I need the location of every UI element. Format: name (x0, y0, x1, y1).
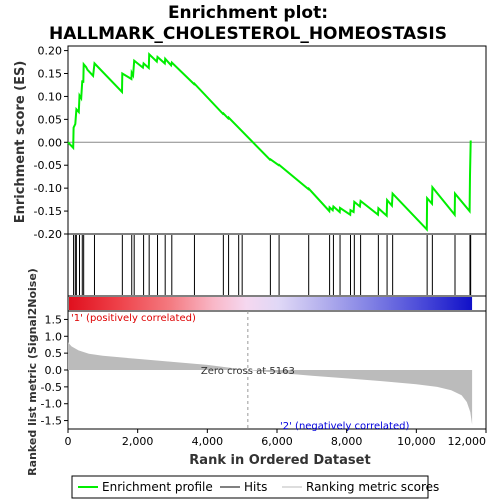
metric-xtick-label: 4,000 (192, 435, 224, 448)
legend-label-hits: Hits (244, 480, 267, 494)
metric-ytick-label: 1.5 (45, 313, 63, 326)
metric-ytick-label: -0.5 (41, 381, 62, 394)
es-ytick-label: -0.15 (34, 205, 62, 218)
legend-label-enrichment: Enrichment profile (102, 480, 213, 494)
legend-box (71, 475, 429, 499)
es-ytick-label: -0.20 (34, 228, 62, 241)
metric-panel: Zero cross at 5163 '1' (positively corre… (26, 268, 487, 476)
metric-xtick-label: 12,000 (448, 435, 487, 448)
es-ytick-label: 0.15 (38, 68, 63, 81)
metric-xtick-label: 8,000 (331, 435, 363, 448)
metric-ytick-label: -1.5 (41, 415, 62, 428)
es-ytick-label: 0.10 (38, 90, 63, 103)
metric-xtick-label: 2,000 (122, 435, 154, 448)
es-ytick-label: -0.05 (34, 159, 62, 172)
metric-ytick-label: -1.0 (41, 398, 62, 411)
es-ylabel: Enrichment score (ES) (13, 61, 28, 224)
hits-panel-frame (67, 233, 487, 297)
metric-ytick-label: 0.5 (45, 347, 63, 360)
es-panel: 0.20 0.15 0.10 0.05 0.00 -0.05 -0.10 -0.15 -0.20… (13, 45, 487, 241)
zero-cross-label: Zero cross at 5163 (201, 366, 295, 377)
enrichment-profile-line (67, 52, 472, 232)
es-ytick-label: 0.05 (38, 113, 63, 126)
negative-correlated-label: '2' (negatively correlated) (280, 421, 409, 432)
es-ytick-label: -0.10 (34, 182, 62, 195)
metric-ytick-label: 1.0 (45, 330, 63, 343)
legend: Enrichment profile Hits Ranking metric s… (71, 475, 439, 499)
legend-label-ranking: Ranking metric scores (306, 480, 439, 494)
hits-panel (67, 233, 487, 297)
positive-correlated-label: '1' (positively correlated) (71, 313, 196, 324)
metric-ytick-label: 0.0 (45, 364, 63, 377)
ranking-metric-area (68, 342, 473, 425)
rank-colorbar (69, 297, 473, 310)
es-panel-frame (67, 45, 487, 235)
es-ytick-label: 0.00 (38, 136, 63, 149)
chart-title-line1: Enrichment plot: (168, 3, 328, 23)
metric-xtick-label: 0 (65, 435, 72, 448)
chart-title-line2: HALLMARK_CHOLESTEROL_HOMEOSTASIS (49, 24, 447, 44)
metric-xtick-label: 6,000 (261, 435, 293, 448)
metric-ylabel: Ranked list metric (Signal2Noise) (26, 268, 39, 476)
metric-xlabel: Rank in Ordered Dataset (189, 453, 370, 468)
metric-xtick-label: 10,000 (397, 435, 436, 448)
es-ytick-label: 0.20 (38, 45, 63, 58)
